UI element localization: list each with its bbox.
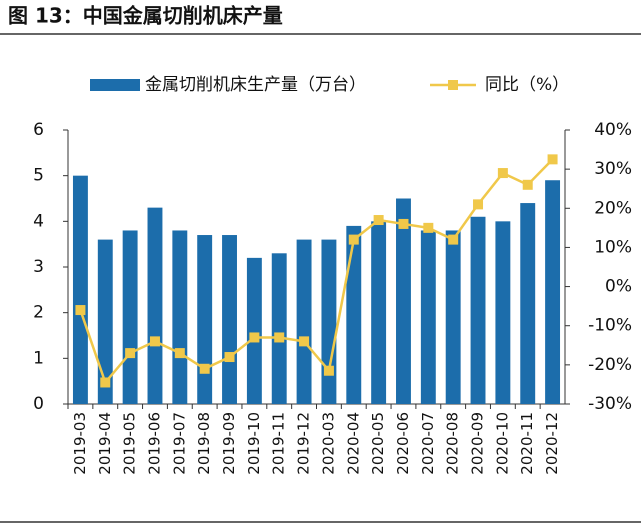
- y2-tick-label: -10%: [588, 316, 632, 336]
- y-tick-label: 6: [33, 120, 44, 140]
- bar: [420, 230, 436, 404]
- line-marker: [348, 234, 359, 245]
- bar: [122, 230, 138, 404]
- bar: [147, 207, 163, 404]
- legend-swatch: [448, 80, 458, 90]
- y2-tick-label: 0%: [605, 277, 632, 297]
- line-marker: [299, 336, 310, 347]
- line-marker: [522, 179, 533, 190]
- line-marker: [174, 348, 185, 359]
- line-marker: [75, 305, 86, 316]
- y-tick-label: 3: [33, 257, 44, 277]
- x-tick-label: 2019-05: [121, 412, 139, 475]
- line-marker: [100, 377, 111, 388]
- bar: [321, 239, 337, 404]
- legend-swatch: [90, 79, 140, 91]
- bar: [371, 221, 387, 404]
- bar: [172, 230, 188, 404]
- line-marker: [249, 332, 260, 343]
- x-tick-label: 2020-10: [493, 412, 511, 475]
- line-marker: [547, 154, 558, 165]
- y2-tick-label: 30%: [594, 159, 632, 179]
- y2-tick-label: 10%: [594, 237, 632, 257]
- bar: [445, 230, 461, 404]
- bar: [545, 180, 561, 404]
- y2-tick-label: -30%: [588, 394, 632, 414]
- bar: [520, 203, 536, 404]
- bar: [246, 257, 262, 404]
- bar: [72, 175, 88, 404]
- line-marker: [448, 234, 459, 245]
- bar: [97, 239, 113, 404]
- x-tick-label: 2020-05: [369, 412, 387, 475]
- line-marker: [473, 199, 484, 210]
- y-tick-label: 1: [33, 348, 44, 368]
- line-marker: [398, 218, 409, 229]
- bar: [470, 216, 486, 404]
- y-tick-label: 4: [33, 211, 44, 231]
- x-tick-label: 2019-03: [71, 412, 89, 475]
- x-tick-label: 2020-09: [469, 412, 487, 475]
- line-marker: [224, 352, 235, 363]
- bar: [197, 235, 213, 404]
- x-tick-label: 2019-08: [195, 412, 213, 475]
- chart-title: 图 13：中国金属切削机床产量: [8, 4, 283, 28]
- bar: [495, 221, 511, 404]
- bar: [346, 225, 362, 404]
- y2-tick-label: 20%: [594, 198, 632, 218]
- x-tick-label: 2020-03: [319, 412, 337, 475]
- legend-label: 同比（%）: [485, 75, 569, 95]
- x-tick-label: 2020-11: [518, 412, 536, 475]
- line-marker: [199, 363, 210, 374]
- line-marker: [323, 365, 334, 376]
- bar: [396, 198, 411, 404]
- x-tick-label: 2019-12: [295, 412, 313, 475]
- x-tick-label: 2020-04: [344, 412, 362, 475]
- x-tick-label: 2019-07: [170, 412, 188, 475]
- x-tick-label: 2020-07: [419, 412, 437, 475]
- y-tick-label: 5: [33, 166, 44, 186]
- y-tick-label: 0: [33, 394, 44, 414]
- bar: [271, 253, 287, 404]
- line-marker: [423, 222, 434, 233]
- x-tick-label: 2019-11: [270, 412, 288, 475]
- x-tick-label: 2019-06: [145, 412, 163, 475]
- y2-tick-label: 40%: [594, 120, 632, 140]
- line-marker: [149, 336, 160, 347]
- y2-tick-label: -20%: [588, 355, 632, 375]
- legend-label: 金属切削机床生产量（万台）: [145, 75, 366, 95]
- line-marker: [274, 332, 285, 343]
- bar: [222, 235, 237, 404]
- x-tick-label: 2020-06: [394, 412, 412, 475]
- line-marker: [373, 215, 384, 226]
- x-tick-label: 2019-04: [96, 412, 114, 475]
- y-tick-label: 2: [33, 303, 44, 323]
- bar: [296, 239, 312, 404]
- x-tick-label: 2020-08: [444, 412, 462, 475]
- x-tick-label: 2020-12: [543, 412, 561, 475]
- line-marker: [497, 168, 508, 179]
- x-tick-label: 2019-09: [220, 412, 238, 475]
- x-tick-label: 2019-10: [245, 412, 263, 475]
- line-marker: [125, 348, 136, 359]
